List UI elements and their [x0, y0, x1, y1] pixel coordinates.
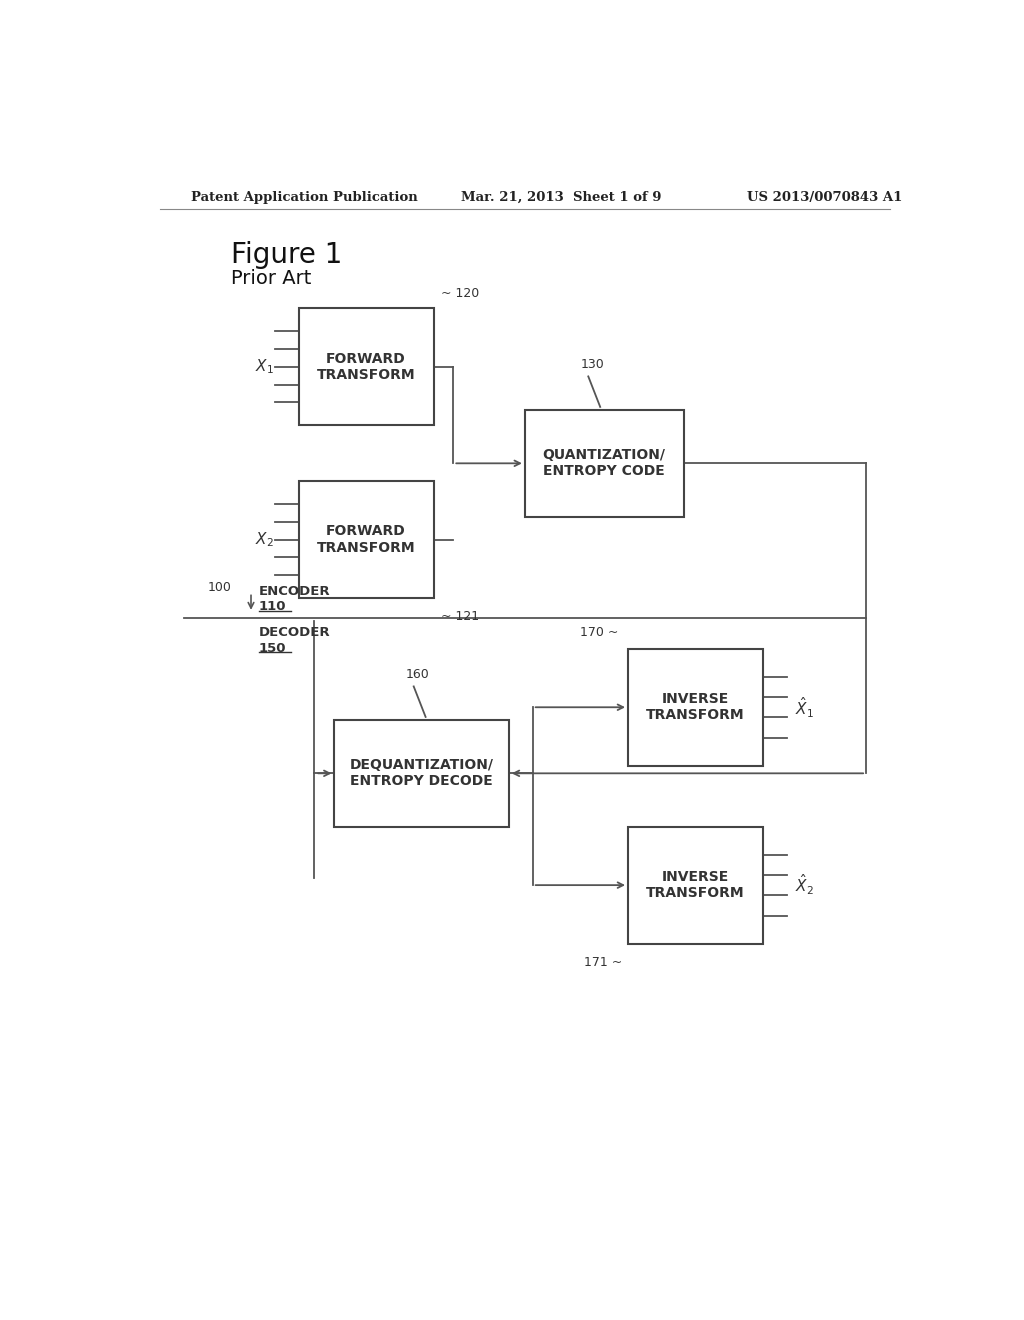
Text: 160: 160 — [406, 668, 429, 681]
Text: DECODER: DECODER — [259, 626, 331, 639]
Text: 130: 130 — [581, 358, 604, 371]
Text: 150: 150 — [259, 642, 287, 655]
Text: Mar. 21, 2013  Sheet 1 of 9: Mar. 21, 2013 Sheet 1 of 9 — [461, 190, 662, 203]
Text: ~ 120: ~ 120 — [441, 288, 479, 300]
Text: 171 ~: 171 ~ — [585, 956, 623, 969]
Text: $\hat{X}_1$: $\hat{X}_1$ — [795, 694, 814, 719]
FancyBboxPatch shape — [628, 649, 763, 766]
Text: ~ 121: ~ 121 — [441, 610, 479, 623]
FancyBboxPatch shape — [299, 480, 433, 598]
Text: US 2013/0070843 A1: US 2013/0070843 A1 — [748, 190, 902, 203]
Text: $X_1$: $X_1$ — [255, 358, 273, 376]
Text: 110: 110 — [259, 601, 287, 612]
Text: FORWARD
TRANSFORM: FORWARD TRANSFORM — [316, 524, 416, 554]
Text: INVERSE
TRANSFORM: INVERSE TRANSFORM — [646, 870, 744, 900]
FancyBboxPatch shape — [299, 309, 433, 425]
Text: $\hat{X}_2$: $\hat{X}_2$ — [795, 873, 813, 898]
Text: DEQUANTIZATION/
ENTROPY DECODE: DEQUANTIZATION/ ENTROPY DECODE — [349, 758, 494, 788]
Text: ENCODER: ENCODER — [259, 585, 331, 598]
Text: Figure 1: Figure 1 — [231, 242, 343, 269]
Text: Prior Art: Prior Art — [231, 269, 311, 288]
Text: 100: 100 — [207, 581, 231, 594]
FancyBboxPatch shape — [524, 411, 684, 516]
Text: Patent Application Publication: Patent Application Publication — [191, 190, 418, 203]
Text: QUANTIZATION/
ENTROPY CODE: QUANTIZATION/ ENTROPY CODE — [543, 449, 666, 478]
Text: $X_2$: $X_2$ — [255, 531, 273, 549]
Text: FORWARD
TRANSFORM: FORWARD TRANSFORM — [316, 351, 416, 381]
Text: 170 ~: 170 ~ — [581, 626, 618, 639]
FancyBboxPatch shape — [334, 719, 509, 826]
Text: INVERSE
TRANSFORM: INVERSE TRANSFORM — [646, 692, 744, 722]
FancyBboxPatch shape — [628, 826, 763, 944]
